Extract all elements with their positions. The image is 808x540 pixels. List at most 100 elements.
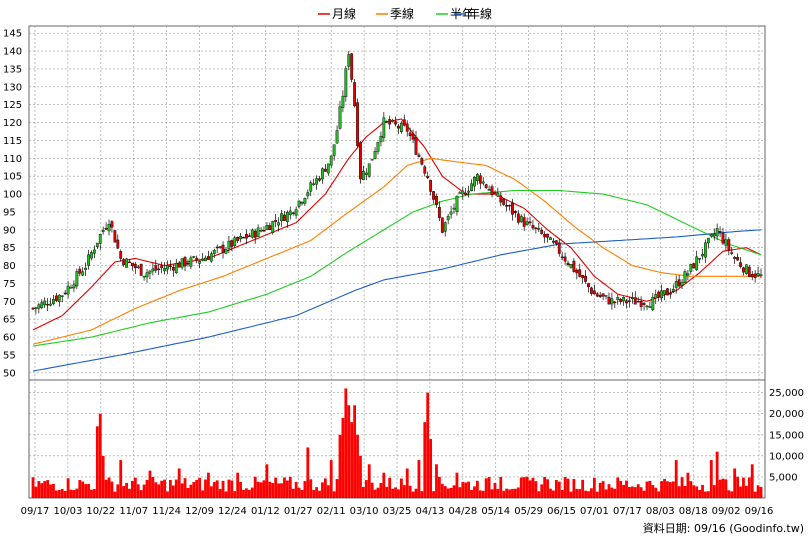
volume-bar [402,485,406,498]
date-tick-label: 09/16 [745,506,774,517]
price-axis-labels: 50 55 60 65 70 75 80 85 90 95 100 105 110 115 120 125 13… [3,29,22,380]
volume-bar [668,482,672,498]
volume-bar [452,485,456,498]
volume-bar [236,472,240,498]
candle-body [49,303,52,306]
candle-body [72,284,76,289]
volume-bar [256,481,260,498]
candle-body [435,196,438,205]
volume-bar [630,486,634,498]
candle-body [689,263,693,272]
volume-bar [487,476,491,498]
candle-body [592,290,596,295]
volume-bar [727,490,731,498]
volume-bar [753,491,757,498]
volume-bar [49,484,52,498]
price-tick-label: 95 [3,207,16,218]
volume-bar [575,488,579,498]
volume-bar [81,481,85,498]
volume-bar [315,487,318,498]
volume-bar [209,486,213,498]
candle-body [651,296,655,311]
candle-body [470,183,473,191]
volume-bar [683,486,687,498]
candle-body [69,287,73,289]
volume-bar [142,484,146,498]
candle-body [247,235,251,237]
volume-bar [478,490,482,498]
volume-bar [490,489,494,498]
candle-body [572,260,576,272]
candle-body [110,221,114,228]
volume-bar [119,460,123,498]
volume-bar [736,476,740,498]
volume-bar [473,486,476,498]
volume-bar [394,487,397,498]
candle-body [154,265,158,271]
volume-bar [204,479,207,498]
candle-body [502,198,506,205]
volume-bar [557,481,561,498]
volume-bar [189,484,193,498]
volume-bar [671,481,675,498]
candle-body [440,217,444,233]
legend-label-yearly: 年線 [468,6,492,21]
data-date-source: 資料日期: 09/16 (Goodinfo.tw) [643,521,804,535]
volume-bar [195,479,199,498]
candle-body [721,232,725,244]
volume-bar [721,478,725,498]
volume-bar [601,481,605,498]
volume-bar [163,479,166,498]
date-tick-label: 03/25 [383,506,412,517]
volume-bar [563,476,567,498]
volume-bar [546,479,549,498]
ma-line-月線 [32,118,762,331]
volume-bar [718,479,722,498]
candle-body [692,263,696,269]
candle-body [75,271,79,287]
volume-bar [145,479,149,498]
candle-body [610,298,614,305]
price-tick-label: 115 [3,136,22,147]
candle-body [733,256,737,259]
volume-bar [136,484,140,498]
volume-bar [95,426,99,498]
volume-bar [440,483,444,498]
volume-bar [616,477,620,498]
volume-bar [560,490,564,498]
volume-bar [323,478,327,498]
volume-bar [84,484,88,498]
candle-body [198,260,202,264]
volume-bar [215,480,219,498]
price-tick-label: 55 [3,350,16,361]
volume-bar [271,482,275,498]
volume-bar [604,489,608,498]
price-tick-label: 75 [3,279,16,290]
volume-bar [408,485,412,498]
candle-body [426,175,430,179]
candle-body [546,233,549,238]
volume-bar [128,488,131,498]
volume-bar [660,481,663,498]
date-tick-label: 11/07 [119,506,148,517]
volume-bar [733,468,737,498]
volume-bar [90,489,93,498]
date-tick-label: 08/18 [679,506,708,517]
volume-bar [756,485,760,498]
candle-body [449,211,453,215]
volume-bar [54,490,58,498]
candle-body [747,266,751,278]
volume-bar [151,476,155,498]
candle-body [604,295,608,297]
candle-body [271,221,275,233]
candle-body [487,189,491,191]
candle-body [306,192,310,197]
candle-body [95,242,99,247]
volume-bar [742,477,745,498]
candle-body [476,174,479,182]
candle-body [66,285,70,295]
volume-bar [376,487,380,498]
volume-bar [46,480,50,498]
volume-bar [40,483,44,498]
volume-bar [587,491,590,498]
